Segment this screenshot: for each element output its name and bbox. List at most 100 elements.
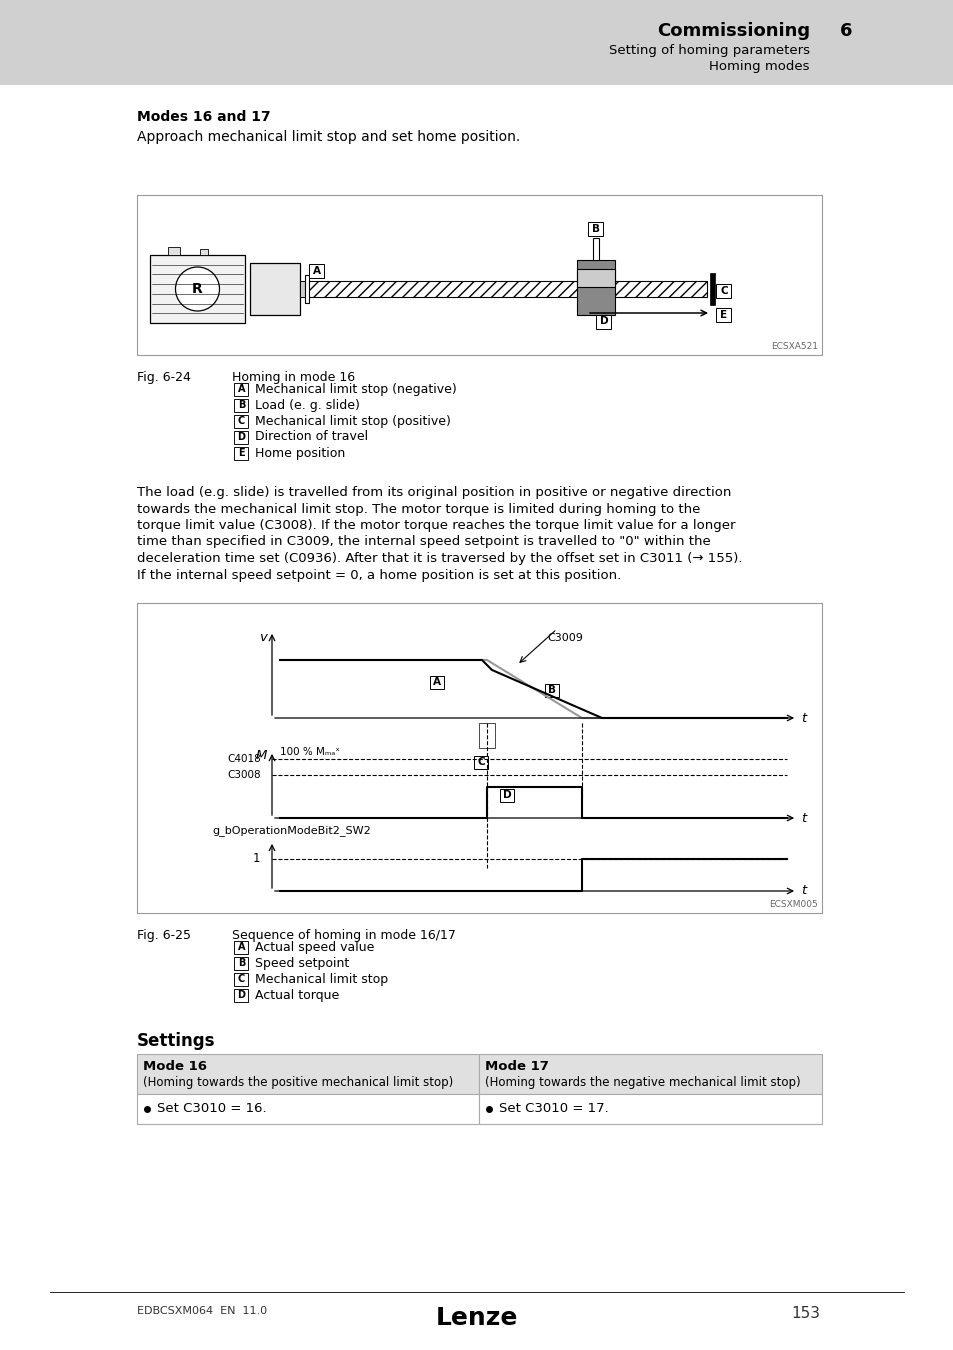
Bar (593, 238, 598, 261)
FancyBboxPatch shape (716, 308, 731, 321)
Text: D: D (237, 432, 245, 441)
Text: D: D (502, 790, 511, 801)
Text: Lenze: Lenze (436, 1305, 517, 1330)
FancyBboxPatch shape (234, 941, 248, 953)
Text: Setting of homing parameters: Setting of homing parameters (608, 45, 809, 57)
Text: v: v (259, 630, 267, 644)
Text: Sequence of homing in mode 16/17: Sequence of homing in mode 16/17 (232, 929, 456, 942)
Bar (577, 261, 615, 315)
Text: ECSXM005: ECSXM005 (768, 900, 817, 909)
Text: B: B (237, 958, 245, 968)
Bar (0, 0, 953, 85)
Text: A: A (433, 676, 440, 687)
Text: Approach mechanical limit stop and set home position.: Approach mechanical limit stop and set h… (137, 130, 519, 144)
FancyBboxPatch shape (474, 756, 488, 768)
Text: Set C3010 = 17.: Set C3010 = 17. (499, 1103, 609, 1115)
Text: B: B (547, 684, 556, 695)
Text: deceleration time set (C0936). After that it is traversed by the offset set in C: deceleration time set (C0936). After tha… (137, 552, 741, 566)
Text: Home position: Home position (254, 447, 345, 459)
Text: B: B (237, 400, 245, 410)
Text: torque limit value (C3008). If the motor torque reaches the torque limit value f: torque limit value (C3008). If the motor… (137, 518, 735, 532)
Text: Mechanical limit stop (negative): Mechanical limit stop (negative) (254, 382, 456, 396)
Text: t: t (801, 711, 805, 725)
Text: A: A (237, 383, 245, 394)
FancyBboxPatch shape (716, 284, 731, 297)
Text: Mode 17: Mode 17 (485, 1060, 549, 1073)
FancyBboxPatch shape (234, 398, 248, 412)
Text: C: C (476, 757, 484, 767)
Text: Mode 16: Mode 16 (143, 1060, 207, 1073)
Text: towards the mechanical limit stop. The motor torque is limited during homing to : towards the mechanical limit stop. The m… (137, 502, 700, 516)
FancyBboxPatch shape (545, 683, 558, 697)
Text: Commissioning: Commissioning (657, 22, 809, 40)
Text: C: C (237, 416, 245, 427)
Bar (137, 1094, 479, 1125)
FancyBboxPatch shape (234, 988, 248, 1002)
Bar (577, 269, 615, 288)
Text: C4018: C4018 (227, 755, 260, 764)
Text: D: D (599, 316, 608, 327)
Bar (137, 603, 821, 913)
Text: The load (e.g. slide) is travelled from its original position in positive or neg: The load (e.g. slide) is travelled from … (137, 486, 731, 500)
Text: 6: 6 (840, 22, 852, 40)
FancyBboxPatch shape (430, 675, 444, 688)
Text: Homing in mode 16: Homing in mode 16 (232, 371, 355, 383)
Text: Fig. 6-24: Fig. 6-24 (137, 371, 191, 383)
Bar (479, 1094, 821, 1125)
Bar (299, 281, 307, 297)
Bar (479, 1054, 821, 1094)
Text: C3009: C3009 (546, 633, 582, 643)
Bar (305, 275, 309, 302)
Text: Settings: Settings (137, 1031, 215, 1050)
Text: B: B (592, 224, 599, 234)
Text: Fig. 6-25: Fig. 6-25 (137, 929, 191, 942)
Text: 153: 153 (790, 1305, 820, 1322)
FancyBboxPatch shape (234, 972, 248, 986)
Circle shape (175, 267, 219, 310)
FancyBboxPatch shape (500, 788, 514, 802)
Text: 1: 1 (253, 852, 260, 865)
Text: (Homing towards the negative mechanical limit stop): (Homing towards the negative mechanical … (485, 1076, 801, 1089)
Text: E: E (238, 448, 245, 458)
Bar (478, 724, 495, 748)
Text: g_bOperationModeBit2_SW2: g_bOperationModeBit2_SW2 (212, 825, 371, 836)
Text: C: C (720, 285, 727, 296)
Text: C: C (237, 973, 245, 984)
Text: t: t (801, 884, 805, 898)
Text: R: R (192, 282, 203, 296)
Text: time than specified in C3009, the internal speed setpoint is travelled to "0" wi: time than specified in C3009, the intern… (137, 536, 710, 548)
FancyBboxPatch shape (234, 431, 248, 444)
Bar (250, 263, 299, 315)
Text: Modes 16 and 17: Modes 16 and 17 (137, 109, 271, 124)
Text: E: E (720, 309, 727, 320)
Text: Set C3010 = 16.: Set C3010 = 16. (157, 1103, 266, 1115)
FancyBboxPatch shape (596, 315, 611, 328)
Text: Mechanical limit stop: Mechanical limit stop (254, 972, 388, 986)
Bar (137, 194, 821, 355)
Text: Actual torque: Actual torque (254, 988, 339, 1002)
Text: A: A (313, 266, 320, 275)
Bar (150, 255, 245, 323)
FancyBboxPatch shape (309, 263, 324, 278)
Text: Direction of travel: Direction of travel (254, 431, 368, 444)
Text: Speed setpoint: Speed setpoint (254, 957, 349, 969)
Text: C3008: C3008 (227, 769, 260, 780)
FancyBboxPatch shape (234, 447, 248, 459)
FancyBboxPatch shape (234, 414, 248, 428)
Text: D: D (237, 990, 245, 1000)
FancyBboxPatch shape (588, 221, 603, 235)
Text: t: t (801, 811, 805, 825)
Text: A: A (237, 942, 245, 952)
Bar (168, 247, 180, 255)
Text: (Homing towards the positive mechanical limit stop): (Homing towards the positive mechanical … (143, 1076, 453, 1089)
Text: 100 % Mₘₐˣ: 100 % Mₘₐˣ (280, 747, 339, 757)
Text: EDBCSXM064  EN  11.0: EDBCSXM064 EN 11.0 (137, 1305, 267, 1316)
Bar (478, 724, 495, 748)
FancyBboxPatch shape (234, 382, 248, 396)
Bar (709, 273, 714, 305)
Text: Homing modes: Homing modes (709, 59, 809, 73)
Text: M: M (255, 749, 267, 761)
Bar (137, 1054, 479, 1094)
Text: Load (e. g. slide): Load (e. g. slide) (254, 398, 359, 412)
Text: If the internal speed setpoint = 0, a home position is set at this position.: If the internal speed setpoint = 0, a ho… (137, 568, 620, 582)
